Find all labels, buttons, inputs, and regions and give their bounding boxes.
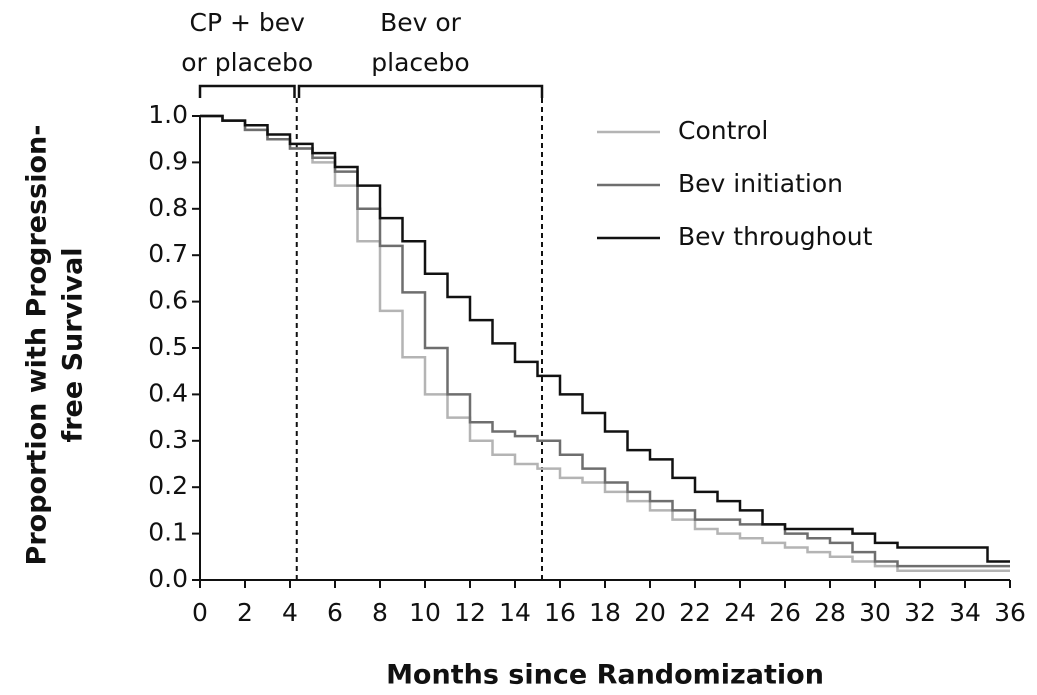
y-tick-label: 0.5 [148,332,188,361]
y-tick-label: 0.4 [148,378,188,407]
x-tick-label: 10 [409,598,441,627]
series-line [200,114,1010,563]
x-axis-label: Months since Randomization [386,660,824,691]
x-tick-label: 32 [904,598,936,627]
x-tick-label: 20 [634,598,666,627]
x-tick-label: 4 [282,598,298,627]
phase-bracket [297,84,544,98]
phase-label: Bev or [380,8,462,37]
x-tick-label: 34 [949,598,981,627]
x-tick-label: 18 [589,598,621,627]
y-axis-label: Proportion with Progression- [22,125,53,566]
y-tick-label: 0.7 [148,239,188,268]
phase-label: CP + bev [190,8,306,37]
x-tick-label: 6 [327,598,343,627]
legend-label: Control [678,116,768,145]
phase-bracket [198,84,296,98]
x-tick-label: 8 [372,598,388,627]
phase-label: placebo [371,48,469,77]
x-tick-label: 24 [724,598,756,627]
x-tick-label: 22 [679,598,711,627]
y-tick-label: 0.2 [148,471,188,500]
series-line [200,114,1010,568]
x-tick-label: 14 [499,598,531,627]
x-tick-label: 26 [769,598,801,627]
x-tick-label: 16 [544,598,576,627]
y-tick-label: 0.1 [148,518,188,547]
legend-label: Bev initiation [678,169,843,198]
legend-label: Bev throughout [678,222,873,251]
y-tick-label: 0.8 [148,193,188,222]
y-tick-label: 1.0 [148,100,188,129]
x-tick-label: 0 [192,598,208,627]
x-tick-label: 28 [814,598,846,627]
x-tick-label: 12 [454,598,486,627]
x-tick-label: 2 [237,598,253,627]
y-tick-label: 0.6 [148,286,188,315]
x-tick-label: 36 [994,598,1026,627]
phase-label: or placebo [181,48,313,77]
y-tick-label: 0.0 [148,564,188,593]
y-tick-label: 0.9 [148,146,188,175]
y-axis-label: free Survival [58,248,89,443]
x-tick-label: 30 [859,598,891,627]
y-tick-label: 0.3 [148,425,188,454]
